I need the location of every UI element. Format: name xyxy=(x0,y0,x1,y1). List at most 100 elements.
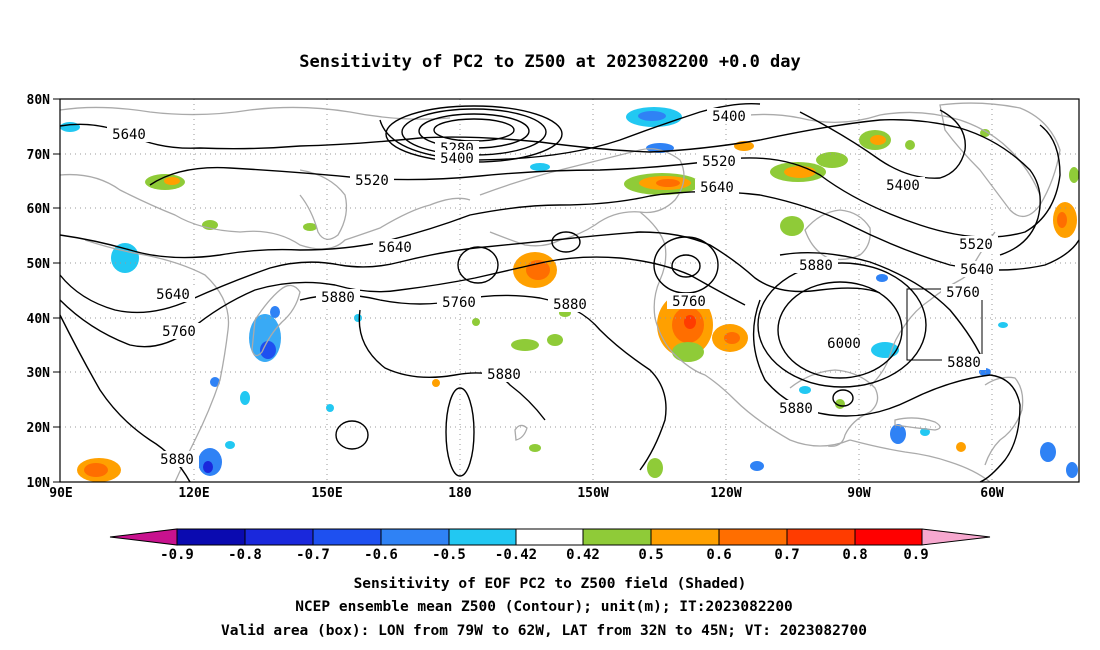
contour-label-text: 5640 xyxy=(960,262,994,278)
lat-label: 70N xyxy=(27,148,51,163)
contour-5940-high xyxy=(757,262,927,388)
coast-alaska xyxy=(479,148,685,247)
coast-gulf xyxy=(789,369,879,447)
contour-5640-west xyxy=(59,119,1041,256)
contour-label-text: 5880 xyxy=(487,367,521,383)
contour-label-text: 5520 xyxy=(702,154,736,170)
colorbar-label: -0.7 xyxy=(296,547,330,563)
shade-neg xyxy=(799,386,811,394)
contour-label-5640: 5640 xyxy=(373,239,417,256)
colorbar-above-max xyxy=(921,528,991,546)
shade-pos xyxy=(724,332,740,344)
shade-pos xyxy=(870,135,886,145)
colorbar-label: 0.6 xyxy=(706,547,731,563)
shade-pos xyxy=(1057,212,1067,228)
shade-pos xyxy=(980,129,990,137)
shade-pos xyxy=(905,140,915,150)
caption-line-1: Sensitivity of EOF PC2 to Z500 field (Sh… xyxy=(354,576,747,592)
colorbar-bin xyxy=(718,528,788,546)
contour-label-text: 5760 xyxy=(672,294,706,310)
contour-label-5400: 5400 xyxy=(707,108,751,125)
colorbar-bin xyxy=(380,528,450,546)
lon-label: 150W xyxy=(577,486,608,501)
contour-5880-loop xyxy=(358,309,546,421)
colorbar-bin xyxy=(244,528,314,546)
coast-south-am xyxy=(984,376,1024,466)
lon-label: 60W xyxy=(980,486,1004,501)
colorbar-bin xyxy=(650,528,720,546)
contour-label-5640: 5640 xyxy=(151,286,195,303)
contour-label-text: 5880 xyxy=(779,401,813,417)
contour-label-text: 5640 xyxy=(378,240,412,256)
caption-line-3: Valid area (box): LON from 79W to 62W, L… xyxy=(221,623,867,639)
shade-pos xyxy=(672,342,704,362)
colorbar-label: 0.8 xyxy=(842,547,867,563)
coast-asia xyxy=(59,173,471,250)
contour-label-text: 5640 xyxy=(156,287,190,303)
shade-neg xyxy=(1040,442,1056,462)
caption-line-2: NCEP ensemble mean Z500 (Contour); unit(… xyxy=(295,599,793,615)
map-title: Sensitivity of PC2 to Z500 at 2023082200… xyxy=(299,52,801,72)
shade-pos xyxy=(956,442,966,452)
contour-label-5760: 5760 xyxy=(437,294,481,311)
colorbar-bin xyxy=(312,528,382,546)
colorbar-label: -0.6 xyxy=(364,547,398,563)
contour-label-5880: 5880 xyxy=(548,296,592,313)
lat-label: 30N xyxy=(27,366,51,381)
contour-5880-hi xyxy=(445,387,475,477)
shade-pos xyxy=(784,166,816,178)
contour-label-5520: 5520 xyxy=(954,236,998,253)
contour-6000-high xyxy=(777,281,903,379)
contour-label-5760: 5760 xyxy=(667,293,711,310)
contour-5760-knot xyxy=(551,231,581,253)
lon-label: 150E xyxy=(311,486,342,501)
lon-label: 180 xyxy=(448,486,472,501)
shade-neg xyxy=(210,377,220,387)
coastlines xyxy=(59,102,1061,483)
contour-label-5880: 5880 xyxy=(482,366,526,383)
colorbar-bin xyxy=(448,528,517,546)
shade-neg xyxy=(270,306,280,318)
contour-5880-islet xyxy=(335,420,369,450)
colorbar-label: 0.7 xyxy=(774,547,799,563)
contour-label-text: 5880 xyxy=(947,355,981,371)
caption: Sensitivity of EOF PC2 to Z500 field (Sh… xyxy=(221,576,867,639)
contour-label-5760: 5760 xyxy=(157,323,201,340)
contour-label-text: 5760 xyxy=(946,285,980,301)
lat-label: 20N xyxy=(27,421,51,436)
contour-5640-knot xyxy=(457,246,499,284)
lat-ticks xyxy=(53,98,60,483)
colorbar-label: -0.8 xyxy=(228,547,262,563)
shade-neg xyxy=(638,111,666,121)
colorbar xyxy=(109,528,991,546)
lat-axis: 80N 70N 60N 50N 40N 30N 20N 10N xyxy=(27,93,51,491)
shade-pos xyxy=(780,216,804,236)
shade-neg xyxy=(203,461,213,473)
shade-neg xyxy=(890,424,906,444)
map-frame xyxy=(59,98,1080,483)
shade-neg xyxy=(60,122,80,132)
contour-label-5640: 5640 xyxy=(695,179,739,196)
shade-neg xyxy=(530,163,550,171)
coast-hudson xyxy=(804,209,871,261)
colorbar-bin xyxy=(176,528,246,546)
shade-neg xyxy=(1066,462,1078,478)
contour-label-group: 5640 5280 5400 5400 5520 5520 5640 5400 … xyxy=(107,108,999,468)
contour-5880-small xyxy=(832,389,854,407)
contour-5640 xyxy=(59,191,1080,271)
shade-neg xyxy=(998,322,1008,328)
contour-label-5400: 5400 xyxy=(881,177,925,194)
colorbar-label: 0.5 xyxy=(638,547,663,563)
contour-5760-b xyxy=(59,256,746,348)
shade-neg xyxy=(240,391,250,405)
contour-label-5880: 5880 xyxy=(316,289,360,306)
shade-pos xyxy=(647,458,663,478)
lat-label: 40N xyxy=(27,312,51,327)
lon-label: 90E xyxy=(49,486,72,501)
lat-label: 80N xyxy=(27,93,51,108)
colorbar-bin xyxy=(515,528,584,546)
shade-neg xyxy=(225,441,235,449)
shade-neg xyxy=(750,461,764,471)
contour-label-text: 5520 xyxy=(355,173,389,189)
